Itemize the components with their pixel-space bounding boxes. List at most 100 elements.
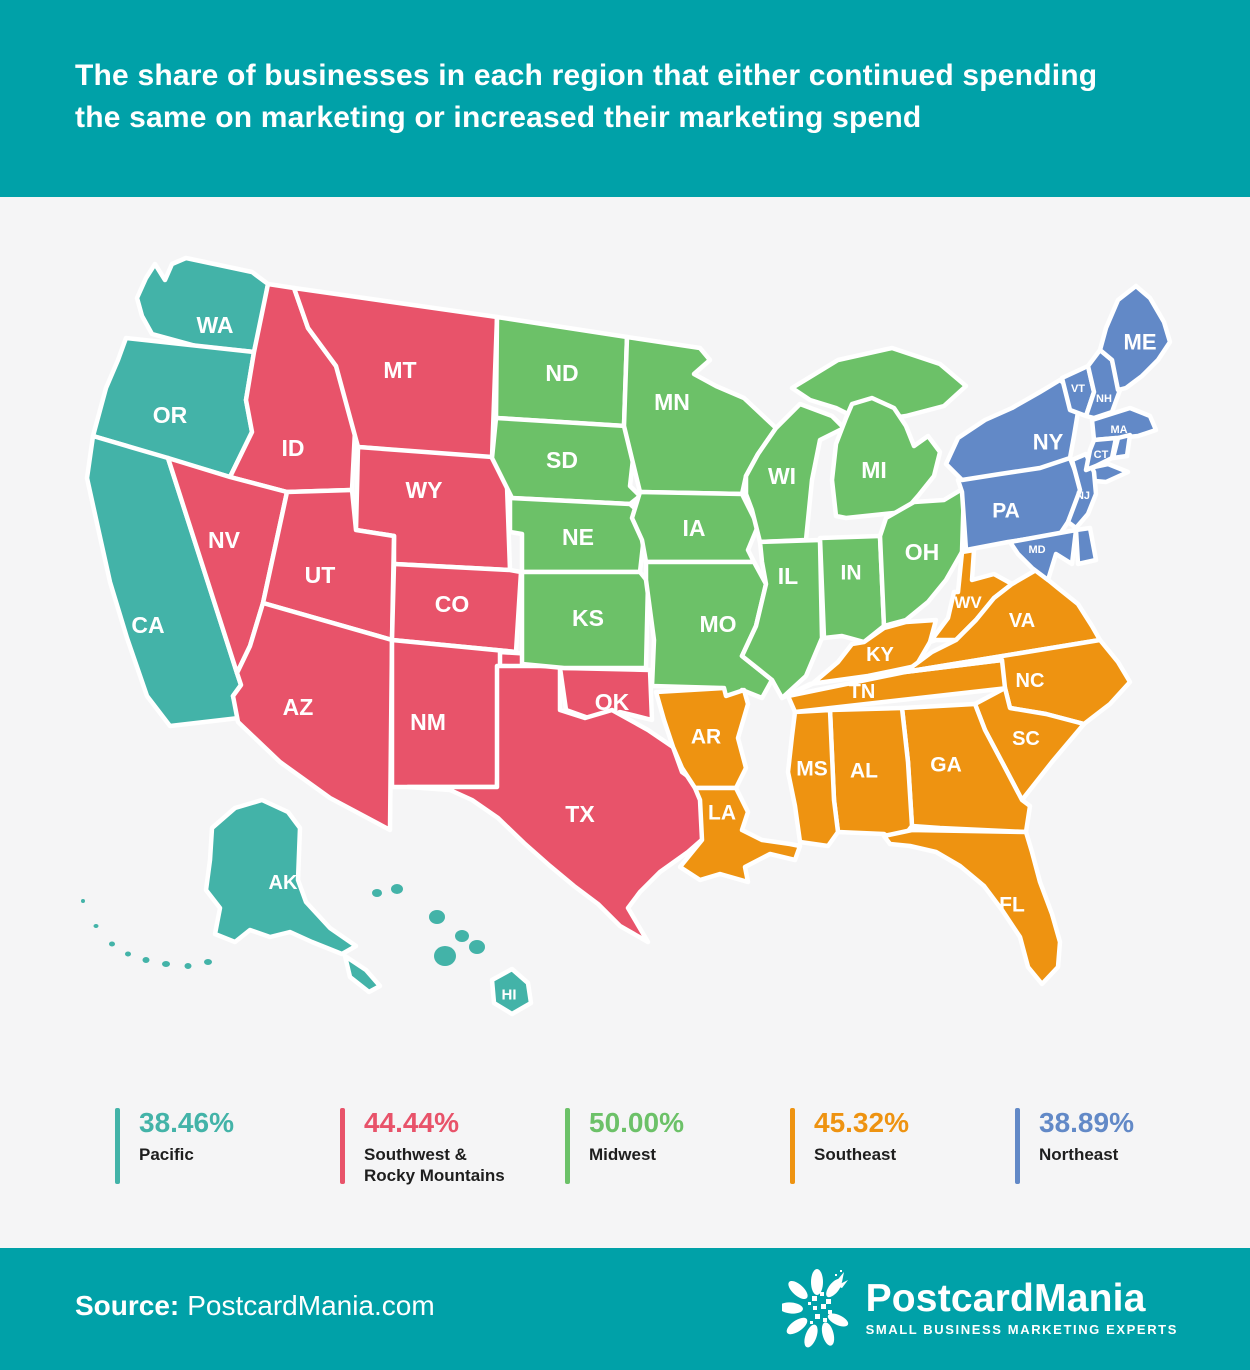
legend-value-pacific: 38.46% [139, 1107, 234, 1138]
state-id-label: ID [282, 435, 305, 461]
legend-item-southwest: 44.44% Southwest & Rocky Mountains [340, 1108, 514, 1186]
state-az-label: AZ [283, 694, 314, 720]
state-or-label: OR [153, 402, 188, 428]
state-pa-label: PA [992, 499, 1020, 522]
state-in [817, 533, 887, 645]
state-ms [785, 707, 841, 849]
legend-item-midwest: 50.00% Midwest [565, 1108, 739, 1184]
state-ut-label: UT [305, 562, 336, 588]
legend-color-bar-southwest [340, 1108, 345, 1184]
legend-label-northeast: Northeast [1039, 1145, 1119, 1164]
state-ak-tail [342, 953, 383, 995]
state-fl [881, 827, 1063, 987]
page-title-line-1: The share of businesses in each region t… [75, 59, 1098, 92]
page-title-line-2: the same on marketing or increased their… [75, 101, 922, 134]
state-ri [1110, 432, 1133, 461]
state-wy-label: WY [405, 477, 442, 503]
state-co [389, 561, 524, 655]
logo-text-block: PostcardMania SMALL BUSINESS MARKETING E… [866, 1277, 1178, 1337]
state-nv-label: NV [208, 527, 241, 553]
state-wi-label: WI [768, 463, 796, 489]
legend-value-northeast: 38.89% [1039, 1107, 1134, 1138]
state-al-label: AL [850, 759, 878, 782]
us-choropleth-map: WA OR CA ID MT WY NV UT CO AZ NM OK TX ND SD NE KS MN IA MO… [81, 255, 1173, 1017]
state-md-label: MD [1028, 544, 1045, 556]
state-ms-label: MS [796, 757, 828, 780]
legend-color-bar-pacific [115, 1108, 120, 1184]
state-vt-label: VT [1071, 383, 1085, 395]
postcardmania-logo: PostcardMania SMALL BUSINESS MARKETING E… [781, 1266, 1178, 1348]
state-fl-label: FL [999, 893, 1025, 916]
source-text: Source: PostcardMania.com [75, 1290, 435, 1322]
state-ma-label: MA [1110, 424, 1127, 436]
state-ny-label: NY [1033, 430, 1064, 455]
state-wv-label: WV [954, 593, 982, 612]
state-ar [653, 685, 751, 791]
state-wa-label: WA [196, 312, 233, 338]
postcardmania-flower-icon [781, 1269, 848, 1348]
state-ar-label: AR [691, 725, 721, 748]
state-mt-label: MT [383, 357, 416, 383]
legend-item-northeast: 38.89% Northeast [1015, 1108, 1189, 1184]
state-ia-label: IA [683, 515, 706, 541]
legend-color-bar-northeast [1015, 1108, 1020, 1184]
state-me-label: ME [1124, 330, 1157, 355]
state-hi-dots-islands [372, 884, 485, 966]
state-ks-label: KS [572, 605, 604, 631]
state-ky-label: KY [866, 644, 894, 666]
state-mi-up [789, 345, 969, 425]
state-tn-label: TN [849, 681, 876, 703]
state-oh-label: OH [905, 539, 940, 565]
us-map-container: WA OR CA ID MT WY NV UT CO AZ NM OK TX ND SD NE KS MN IA MO… [0, 240, 1250, 1060]
header-banner: The share of businesses in each region t… [0, 0, 1250, 197]
source-value: PostcardMania.com [187, 1290, 435, 1321]
state-tx [405, 663, 707, 945]
state-ks [519, 569, 651, 671]
state-ak [203, 797, 359, 957]
state-in-label: IN [841, 561, 862, 584]
state-mn-label: MN [654, 389, 690, 415]
state-ne-label: NE [562, 524, 594, 550]
region-legend: 38.46% Pacific 44.44% Southwest & Rocky Mou… [0, 1100, 1250, 1210]
state-mi-label: MI [861, 457, 887, 483]
state-la-label: LA [708, 801, 736, 824]
legend-color-bar-midwest [565, 1108, 570, 1184]
state-ct-label: CT [1094, 449, 1109, 461]
legend-color-bar-southeast [790, 1108, 795, 1184]
state-hi-label: HI [502, 986, 517, 1003]
state-wa [134, 255, 271, 355]
legend-label-southeast: Southeast [814, 1145, 897, 1164]
state-co-label: CO [435, 591, 470, 617]
legend-value-southeast: 45.32% [814, 1107, 909, 1138]
logo-tagline: SMALL BUSINESS MARKETING EXPERTS [865, 1322, 1178, 1337]
legend-label-midwest: Midwest [589, 1145, 657, 1164]
state-de [1073, 525, 1099, 567]
legend-item-southeast: 45.32% Southeast [790, 1108, 964, 1184]
logo-name: PostcardMania [865, 1277, 1146, 1320]
state-sd-label: SD [546, 447, 578, 473]
state-ak-label: AK [269, 872, 298, 894]
legend-label-pacific: Pacific [139, 1145, 194, 1164]
source-label: Source: [75, 1290, 180, 1321]
legend-value-midwest: 50.00% [589, 1107, 684, 1138]
state-il-label: IL [778, 563, 798, 589]
page-title: The share of businesses in each region t… [75, 55, 1205, 139]
state-ga-label: GA [930, 753, 962, 776]
footer-banner: Source: PostcardMania.com [0, 1248, 1250, 1370]
state-la [677, 785, 803, 885]
state-ky [779, 617, 939, 701]
legend-value-southwest: 44.44% [364, 1107, 459, 1138]
state-nm-label: NM [410, 709, 446, 735]
legend-label-southwest: Southwest & Rocky Mountains [364, 1145, 505, 1185]
state-nj-label: NJ [1076, 490, 1090, 502]
state-nh-label: NH [1096, 393, 1112, 405]
legend-item-pacific: 38.46% Pacific [115, 1108, 289, 1184]
state-me [1097, 283, 1173, 393]
state-ak-dots-islands [81, 899, 212, 969]
state-nd-label: ND [545, 360, 578, 386]
state-sc-label: SC [1012, 728, 1040, 750]
state-nc-label: NC [1016, 670, 1045, 692]
state-ok-label: OK [595, 689, 630, 715]
state-hi [489, 966, 534, 1017]
